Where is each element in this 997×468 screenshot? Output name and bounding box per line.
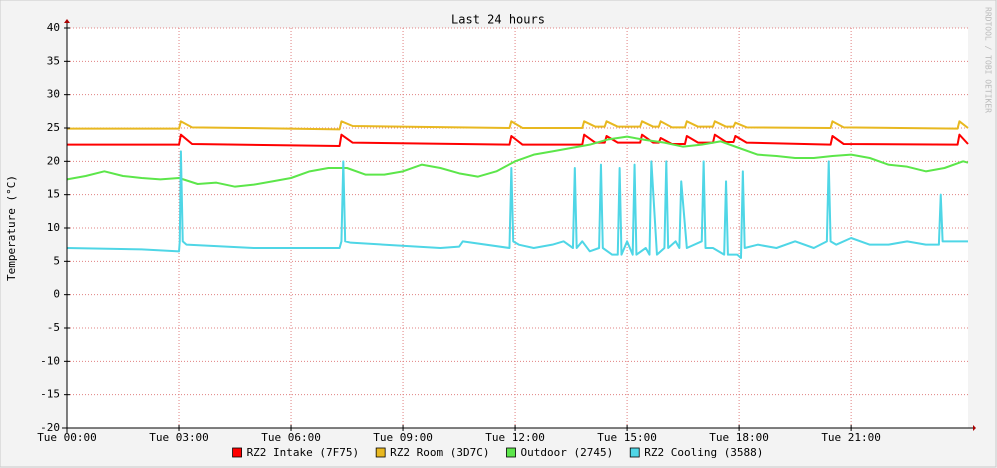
y-tick-label: -15 — [40, 388, 60, 401]
y-tick-label: 35 — [47, 54, 60, 67]
x-tick-label: Tue 06:00 — [261, 431, 321, 444]
lines — [66, 120, 969, 259]
y-axis-label: Temperature (°C) — [5, 175, 18, 281]
legend-label: RZ2 Intake (7F75) — [247, 446, 360, 459]
series-line — [67, 120, 969, 131]
legend-item: RZ2 Room (3D7C) — [375, 446, 490, 459]
y-tick-label: 20 — [47, 154, 60, 167]
legend-swatch — [629, 447, 640, 458]
x-tick-label: Tue 15:00 — [597, 431, 657, 444]
y-tick-label: 0 — [53, 288, 60, 301]
x-tick-label: Tue 03:00 — [149, 431, 209, 444]
x-arrow — [973, 425, 976, 431]
legend-item: RZ2 Cooling (3588) — [629, 446, 763, 459]
y-tick-label: 5 — [53, 254, 60, 267]
watermark: RRDTOOL / TOBI OETIKER — [984, 7, 993, 113]
series-line — [67, 133, 969, 147]
legend-label: Outdoor (2745) — [521, 446, 614, 459]
y-tick-label: 25 — [47, 121, 60, 134]
y-tick-label: 30 — [47, 88, 60, 101]
x-tick-label: Tue 21:00 — [821, 431, 881, 444]
x-tick-label: Tue 18:00 — [709, 431, 769, 444]
legend-item: Outdoor (2745) — [506, 446, 614, 459]
legend-label: RZ2 Cooling (3588) — [644, 446, 763, 459]
grid — [66, 27, 968, 429]
chart-title: Last 24 hours — [451, 13, 545, 27]
legend-item: RZ2 Intake (7F75) — [232, 446, 360, 459]
x-tick-label: Tue 09:00 — [373, 431, 433, 444]
legend: RZ2 Intake (7F75) RZ2 Room (3D7C) Outdoor … — [232, 446, 763, 459]
x-tick-label: Tue 12:00 — [485, 431, 545, 444]
y-tick-label: 10 — [47, 221, 60, 234]
y-tick-label: 40 — [47, 21, 60, 34]
x-tick-label: Tue 00:00 — [37, 431, 97, 444]
y-arrow — [64, 19, 70, 23]
axes: -20 -15 -10 -5 0 5 10 15 20 25 30 35 40 Tue 00:00 Tue … — [37, 19, 976, 444]
y-tick-label: -20 — [40, 421, 60, 434]
y-tick-label: -5 — [47, 321, 60, 334]
legend-label: RZ2 Room (3D7C) — [390, 446, 489, 459]
y-tick-label: -10 — [40, 354, 60, 367]
legend-swatch — [375, 447, 386, 458]
series-line — [66, 135, 969, 188]
y-tick-label: 15 — [47, 188, 60, 201]
series-line — [66, 150, 968, 259]
legend-swatch — [506, 447, 516, 458]
legend-swatch — [232, 447, 242, 458]
